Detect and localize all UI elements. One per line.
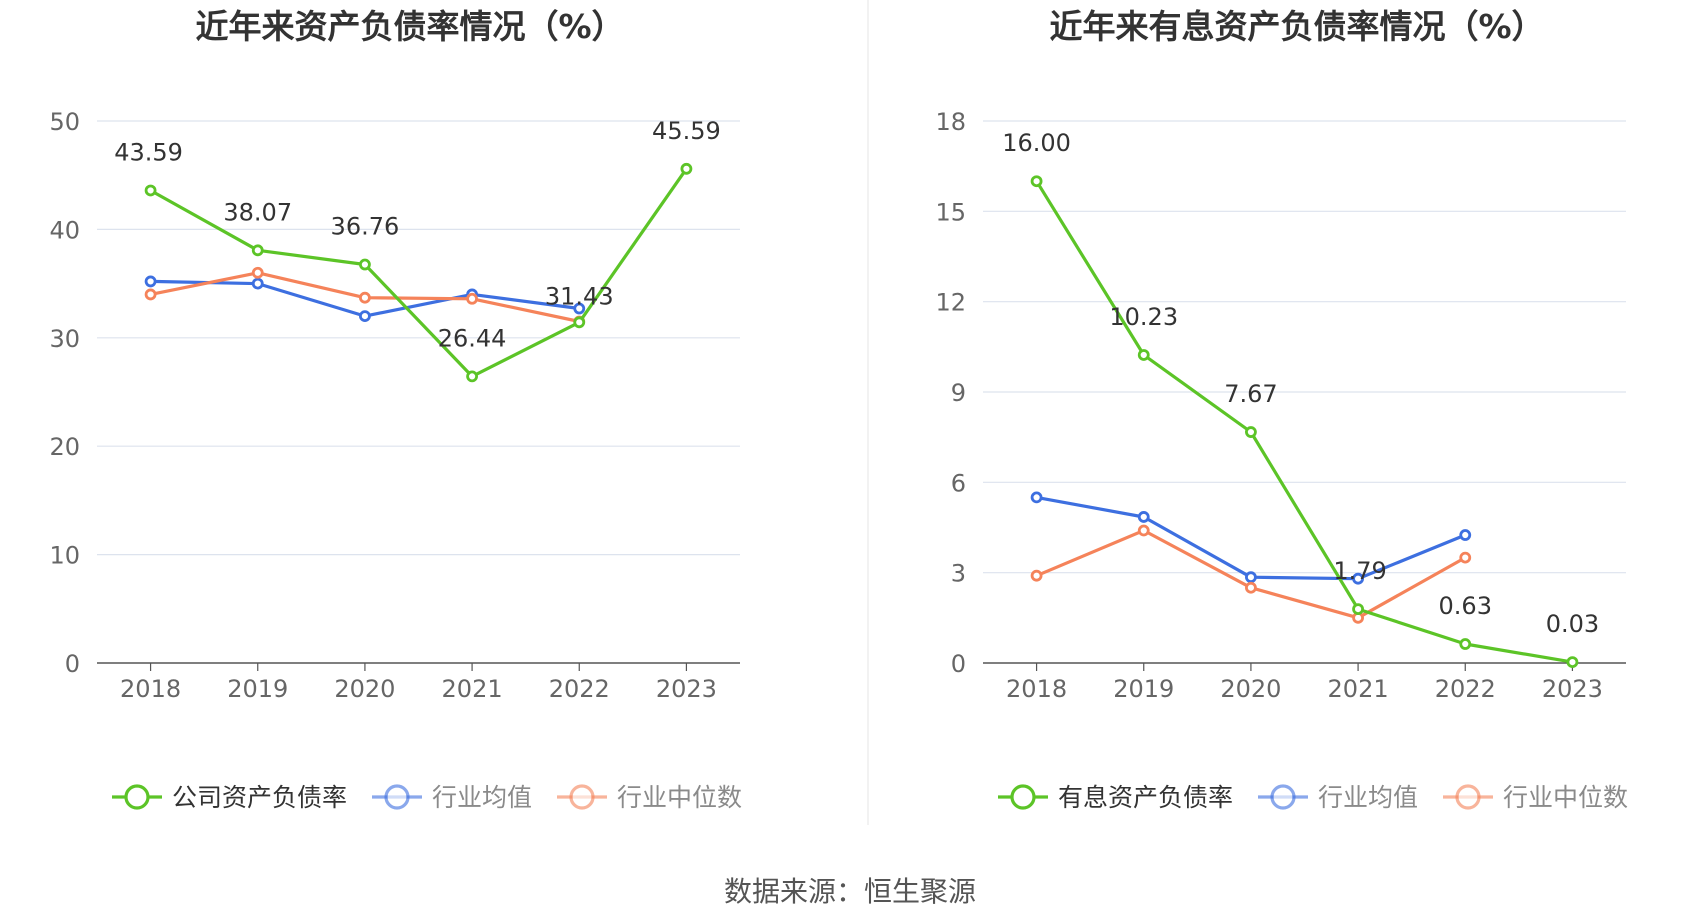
x-tick-label: 2019 bbox=[1113, 675, 1174, 703]
data-point bbox=[144, 288, 157, 301]
data-point bbox=[1137, 349, 1150, 361]
data-label: 1.79 bbox=[1333, 557, 1386, 585]
x-tick-label: 2018 bbox=[1006, 675, 1067, 703]
series-line-company bbox=[1035, 180, 1573, 664]
y-tick-label: 12 bbox=[935, 289, 966, 317]
data-point bbox=[1245, 571, 1257, 584]
data-point bbox=[1459, 638, 1472, 650]
y-tick-label: 15 bbox=[935, 198, 966, 226]
x-tick-label: 2020 bbox=[1220, 675, 1281, 703]
y-tick-label: 30 bbox=[49, 325, 80, 353]
data-point bbox=[573, 302, 586, 315]
data-point bbox=[573, 316, 586, 329]
legend-label: 公司资产负债率 bbox=[172, 783, 347, 812]
data-point bbox=[1566, 656, 1579, 668]
data-label: 36.76 bbox=[331, 213, 400, 241]
data-point bbox=[1352, 603, 1364, 616]
chart-title: 近年来资产负债率情况（%） bbox=[195, 7, 624, 46]
data-point bbox=[1030, 491, 1043, 504]
legend-marker bbox=[384, 784, 410, 810]
data-label: 38.07 bbox=[223, 198, 292, 226]
legend-label: 行业中位数 bbox=[1503, 783, 1628, 812]
legend-item-company[interactable]: 公司资产负债率 bbox=[112, 783, 347, 812]
data-point bbox=[1245, 581, 1257, 594]
data-label: 0.63 bbox=[1439, 592, 1492, 620]
legend-label: 行业均值 bbox=[1318, 783, 1418, 812]
data-point bbox=[144, 275, 157, 288]
series-line-average bbox=[1036, 495, 1466, 581]
data-point bbox=[144, 184, 157, 197]
data-label: 43.59 bbox=[114, 138, 183, 166]
x-tick-label: 2023 bbox=[1542, 675, 1603, 703]
data-point bbox=[359, 310, 371, 323]
data-point bbox=[1137, 511, 1150, 523]
data-point bbox=[1459, 529, 1472, 541]
legend-marker bbox=[569, 784, 595, 810]
x-tick-label: 2019 bbox=[227, 675, 288, 703]
data-label: 7.67 bbox=[1224, 380, 1277, 408]
y-tick-label: 3 bbox=[951, 560, 966, 588]
chart-panel-1: 近年来资产负债率情况（%） 0 10 20 30 40 50 2018 2019 2020 2021… bbox=[49, 7, 742, 812]
data-point bbox=[680, 162, 693, 175]
legend-marker bbox=[1010, 784, 1036, 810]
chart-title: 近年来有息资产负债率情况（%） bbox=[1049, 7, 1544, 46]
data-point bbox=[251, 277, 264, 290]
x-tick-label: 2018 bbox=[120, 675, 181, 703]
legend-label: 行业均值 bbox=[432, 783, 532, 812]
y-tick-label: 10 bbox=[49, 542, 80, 570]
y-tick-label: 0 bbox=[951, 650, 966, 678]
data-point bbox=[251, 266, 264, 279]
data-label: 45.59 bbox=[652, 117, 721, 145]
legend-marker bbox=[124, 784, 150, 810]
data-point bbox=[359, 291, 371, 304]
data-point bbox=[1459, 551, 1472, 564]
data-point bbox=[1352, 572, 1364, 585]
y-tick-label: 0 bbox=[65, 650, 80, 678]
x-tick-label: 2023 bbox=[656, 675, 717, 703]
legend-item-average[interactable]: 行业均值 bbox=[372, 783, 532, 812]
series-line-company bbox=[149, 167, 688, 378]
legend-marker bbox=[1270, 784, 1296, 810]
data-label: 10.23 bbox=[1109, 303, 1178, 331]
legend-label: 有息资产负债率 bbox=[1058, 783, 1233, 812]
legend-label: 行业中位数 bbox=[617, 783, 742, 812]
legend-item-company[interactable]: 有息资产负债率 bbox=[998, 783, 1233, 812]
legend-item-average[interactable]: 行业均值 bbox=[1258, 783, 1418, 812]
data-point bbox=[359, 258, 371, 271]
y-tick-label: 18 bbox=[935, 108, 966, 136]
x-tick-label: 2021 bbox=[1328, 675, 1389, 703]
legend-marker bbox=[1455, 784, 1481, 810]
data-label: 26.44 bbox=[438, 324, 507, 352]
data-source: 数据来源：恒生聚源 bbox=[723, 875, 976, 908]
y-tick-label: 6 bbox=[951, 469, 966, 497]
data-point bbox=[1245, 426, 1257, 438]
data-label: 31.43 bbox=[545, 282, 614, 310]
x-tick-label: 2022 bbox=[1435, 675, 1496, 703]
x-tick-label: 2021 bbox=[442, 675, 503, 703]
y-tick-label: 50 bbox=[49, 108, 80, 136]
legend-item-median[interactable]: 行业中位数 bbox=[1443, 783, 1628, 812]
data-point bbox=[1030, 175, 1043, 188]
data-point bbox=[466, 370, 478, 383]
x-tick-label: 2020 bbox=[334, 675, 395, 703]
y-tick-label: 40 bbox=[49, 216, 80, 244]
y-tick-label: 20 bbox=[49, 433, 80, 461]
data-point bbox=[251, 244, 264, 257]
data-point bbox=[1030, 569, 1043, 582]
data-point bbox=[1137, 524, 1150, 537]
legend-item-median[interactable]: 行业中位数 bbox=[557, 783, 742, 812]
data-label: 0.03 bbox=[1546, 610, 1599, 638]
x-tick-label: 2022 bbox=[549, 675, 610, 703]
chart-panel-2: 近年来有息资产负债率情况（%） 0 3 6 9 12 15 18 2018 2019 2020 202… bbox=[935, 7, 1628, 812]
data-point bbox=[466, 292, 478, 305]
data-label: 16.00 bbox=[1002, 129, 1071, 157]
y-tick-label: 9 bbox=[951, 379, 966, 407]
